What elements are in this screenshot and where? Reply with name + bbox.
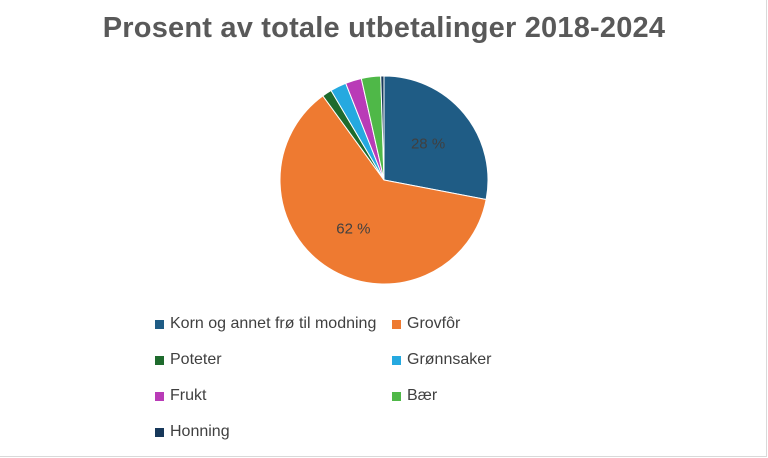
legend-swatch [155,319,164,329]
legend-label: Frukt [170,387,207,404]
legend-entry: Honning [155,423,230,441]
pie-slice [380,75,385,181]
legend-swatch [392,319,401,329]
legend-swatch [392,391,401,401]
legend-entry: Korn og annet frø til modning [155,315,376,333]
chart-title: Prosent av totale utbetalinger 2018-2024 [102,12,666,44]
data-label: 28 % [411,136,445,153]
legend-entry: Grovfôr [392,315,460,333]
data-label: 62 % [336,220,370,237]
legend-swatch [155,427,164,437]
legend-label: Grovfôr [407,315,461,332]
legend-entry: Frukt [155,387,206,405]
legend-swatch [155,391,164,401]
legend-entry: Poteter [155,351,222,369]
legend-swatch [155,355,164,365]
legend-entry: Bær [392,387,437,405]
legend-label: Bær [407,387,438,404]
legend-label: Poteter [170,351,222,368]
pie-slice [279,95,487,285]
legend-entry: Grønnsaker [392,351,491,369]
legend-label: Korn og annet frø til modning [170,315,377,332]
pie-slice [383,75,489,201]
legend-label: Honning [170,423,230,440]
legend-swatch [392,355,401,365]
legend-label: Grønnsaker [407,351,492,368]
